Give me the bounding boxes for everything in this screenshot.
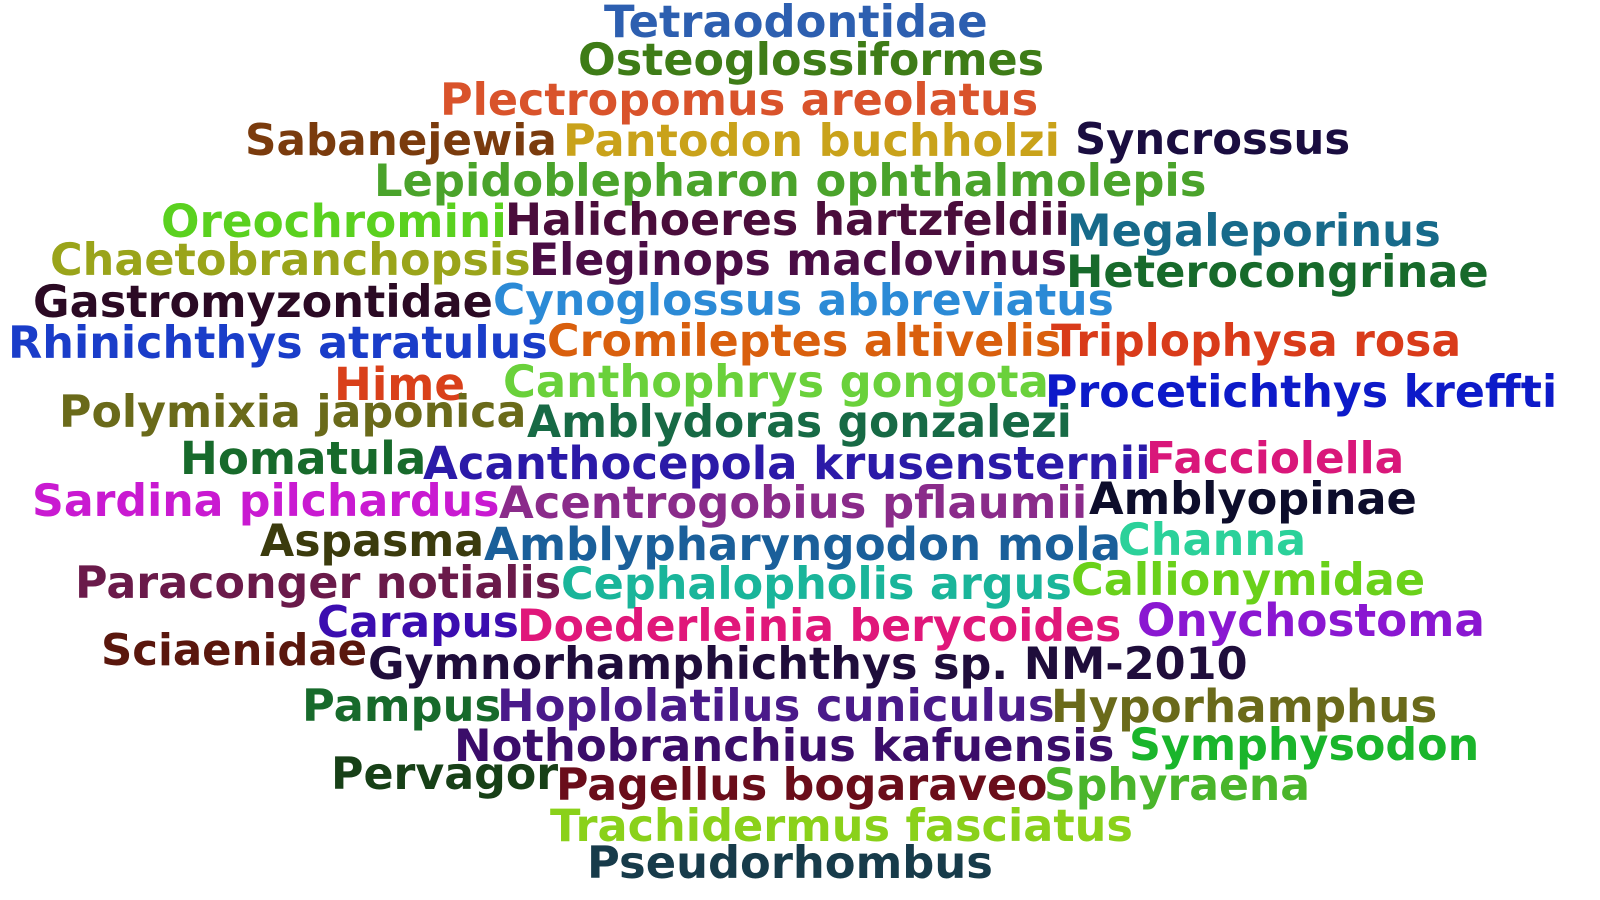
word-paraconger-notialis: Paraconger notialis <box>75 558 562 609</box>
word-rhinichthys-atratulus: Rhinichthys atratulus <box>8 318 548 369</box>
word-hyporhamphus: Hyporhamphus <box>1051 680 1438 733</box>
word-symphysodon: Symphysodon <box>1129 720 1480 771</box>
word-sabanejewia: Sabanejewia <box>245 115 557 166</box>
word-aspasma: Aspasma <box>260 516 485 567</box>
word-doederleinia-berycoides: Doederleinia berycoides <box>517 601 1122 652</box>
word-sardina-pilchardus: Sardina pilchardus <box>32 476 500 527</box>
word-procetichthys-kreffti: Procetichthys kreffti <box>1045 367 1558 418</box>
word-callionymidae: Callionymidae <box>1071 554 1426 606</box>
word-amblypharyngodon-mola: Amblypharyngodon mola <box>484 518 1122 571</box>
word-canthophrys-gongota: Canthophrys gongota <box>503 355 1049 408</box>
word-hime: Hime <box>334 358 466 411</box>
word-eleginops-maclovinus: Eleginops maclovinus <box>529 235 1067 286</box>
word-sphyraena: Sphyraena <box>1044 760 1311 811</box>
word-amblydoras-gonzalezi: Amblydoras gonzalezi <box>527 397 1072 448</box>
word-cephalopholis-argus: Cephalopholis argus <box>561 559 1072 610</box>
word-tetraodontidae: Tetraodontidae <box>604 0 988 48</box>
word-osteoglossiformes: Osteoglossiformes <box>578 35 1045 86</box>
word-homatula: Homatula <box>180 432 427 485</box>
word-megaleporinus: Megaleporinus <box>1067 204 1441 257</box>
word-nothobranchius-kafuensis: Nothobranchius kafuensis <box>454 719 1115 772</box>
word-oreochromini: Oreochromini <box>161 195 507 248</box>
word-plectropomus-areolatus: Plectropomus areolatus <box>440 75 1039 126</box>
word-pantodon-buchholzi: Pantodon buchholzi <box>563 115 1060 167</box>
word-pagellus-bogaraveo: Pagellus bogaraveo <box>556 760 1048 811</box>
word-facciolella: Facciolella <box>1146 433 1405 484</box>
word-chaetobranchopsis: Chaetobranchopsis <box>50 235 531 286</box>
word-halichoeres-hartzfeldii: Halichoeres hartzfeldii <box>505 195 1070 246</box>
word-sciaenidae: Sciaenidae <box>101 626 368 676</box>
word-pseudorhombus: Pseudorhombus <box>587 836 993 889</box>
word-heterocongrinae: Heterocongrinae <box>1066 246 1489 298</box>
word-gymnorhamphichthys: Gymnorhamphichthys sp. NM-2010 <box>368 639 1248 690</box>
word-lepidoblepharon-ophthalmolepis: Lepidoblepharon ophthalmolepis <box>374 154 1207 207</box>
word-polymixia-japonica: Polymixia japonica <box>59 387 527 438</box>
word-acentrogobius-pflaumii: Acentrogobius pflaumii <box>499 476 1088 529</box>
word-acanthocepola-krusensternii: Acanthocepola krusensternii <box>423 437 1151 490</box>
word-amblyopinae: Amblyopinae <box>1089 473 1417 525</box>
word-triplophysa-rosa: Triplophysa rosa <box>1051 316 1462 367</box>
word-cromileptes-altivelis: Cromileptes altivelis <box>547 316 1062 367</box>
word-gastromyzontidae: Gastromyzontidae <box>33 276 493 328</box>
word-channa: Channa <box>1118 514 1307 566</box>
word-hoplolatilus-cuniculus: Hoplolatilus cuniculus <box>497 679 1055 732</box>
word-onychostoma: Onychostoma <box>1137 594 1485 647</box>
word-syncrossus: Syncrossus <box>1075 115 1351 165</box>
word-pampus: Pampus <box>302 679 502 732</box>
word-cynoglossus-abbreviatus: Cynoglossus abbreviatus <box>493 275 1114 326</box>
word-pervagor: Pervagor <box>331 749 559 800</box>
word-carapus: Carapus <box>317 597 519 648</box>
word-trachidermus-fasciatus: Trachidermus fasciatus <box>550 800 1133 852</box>
